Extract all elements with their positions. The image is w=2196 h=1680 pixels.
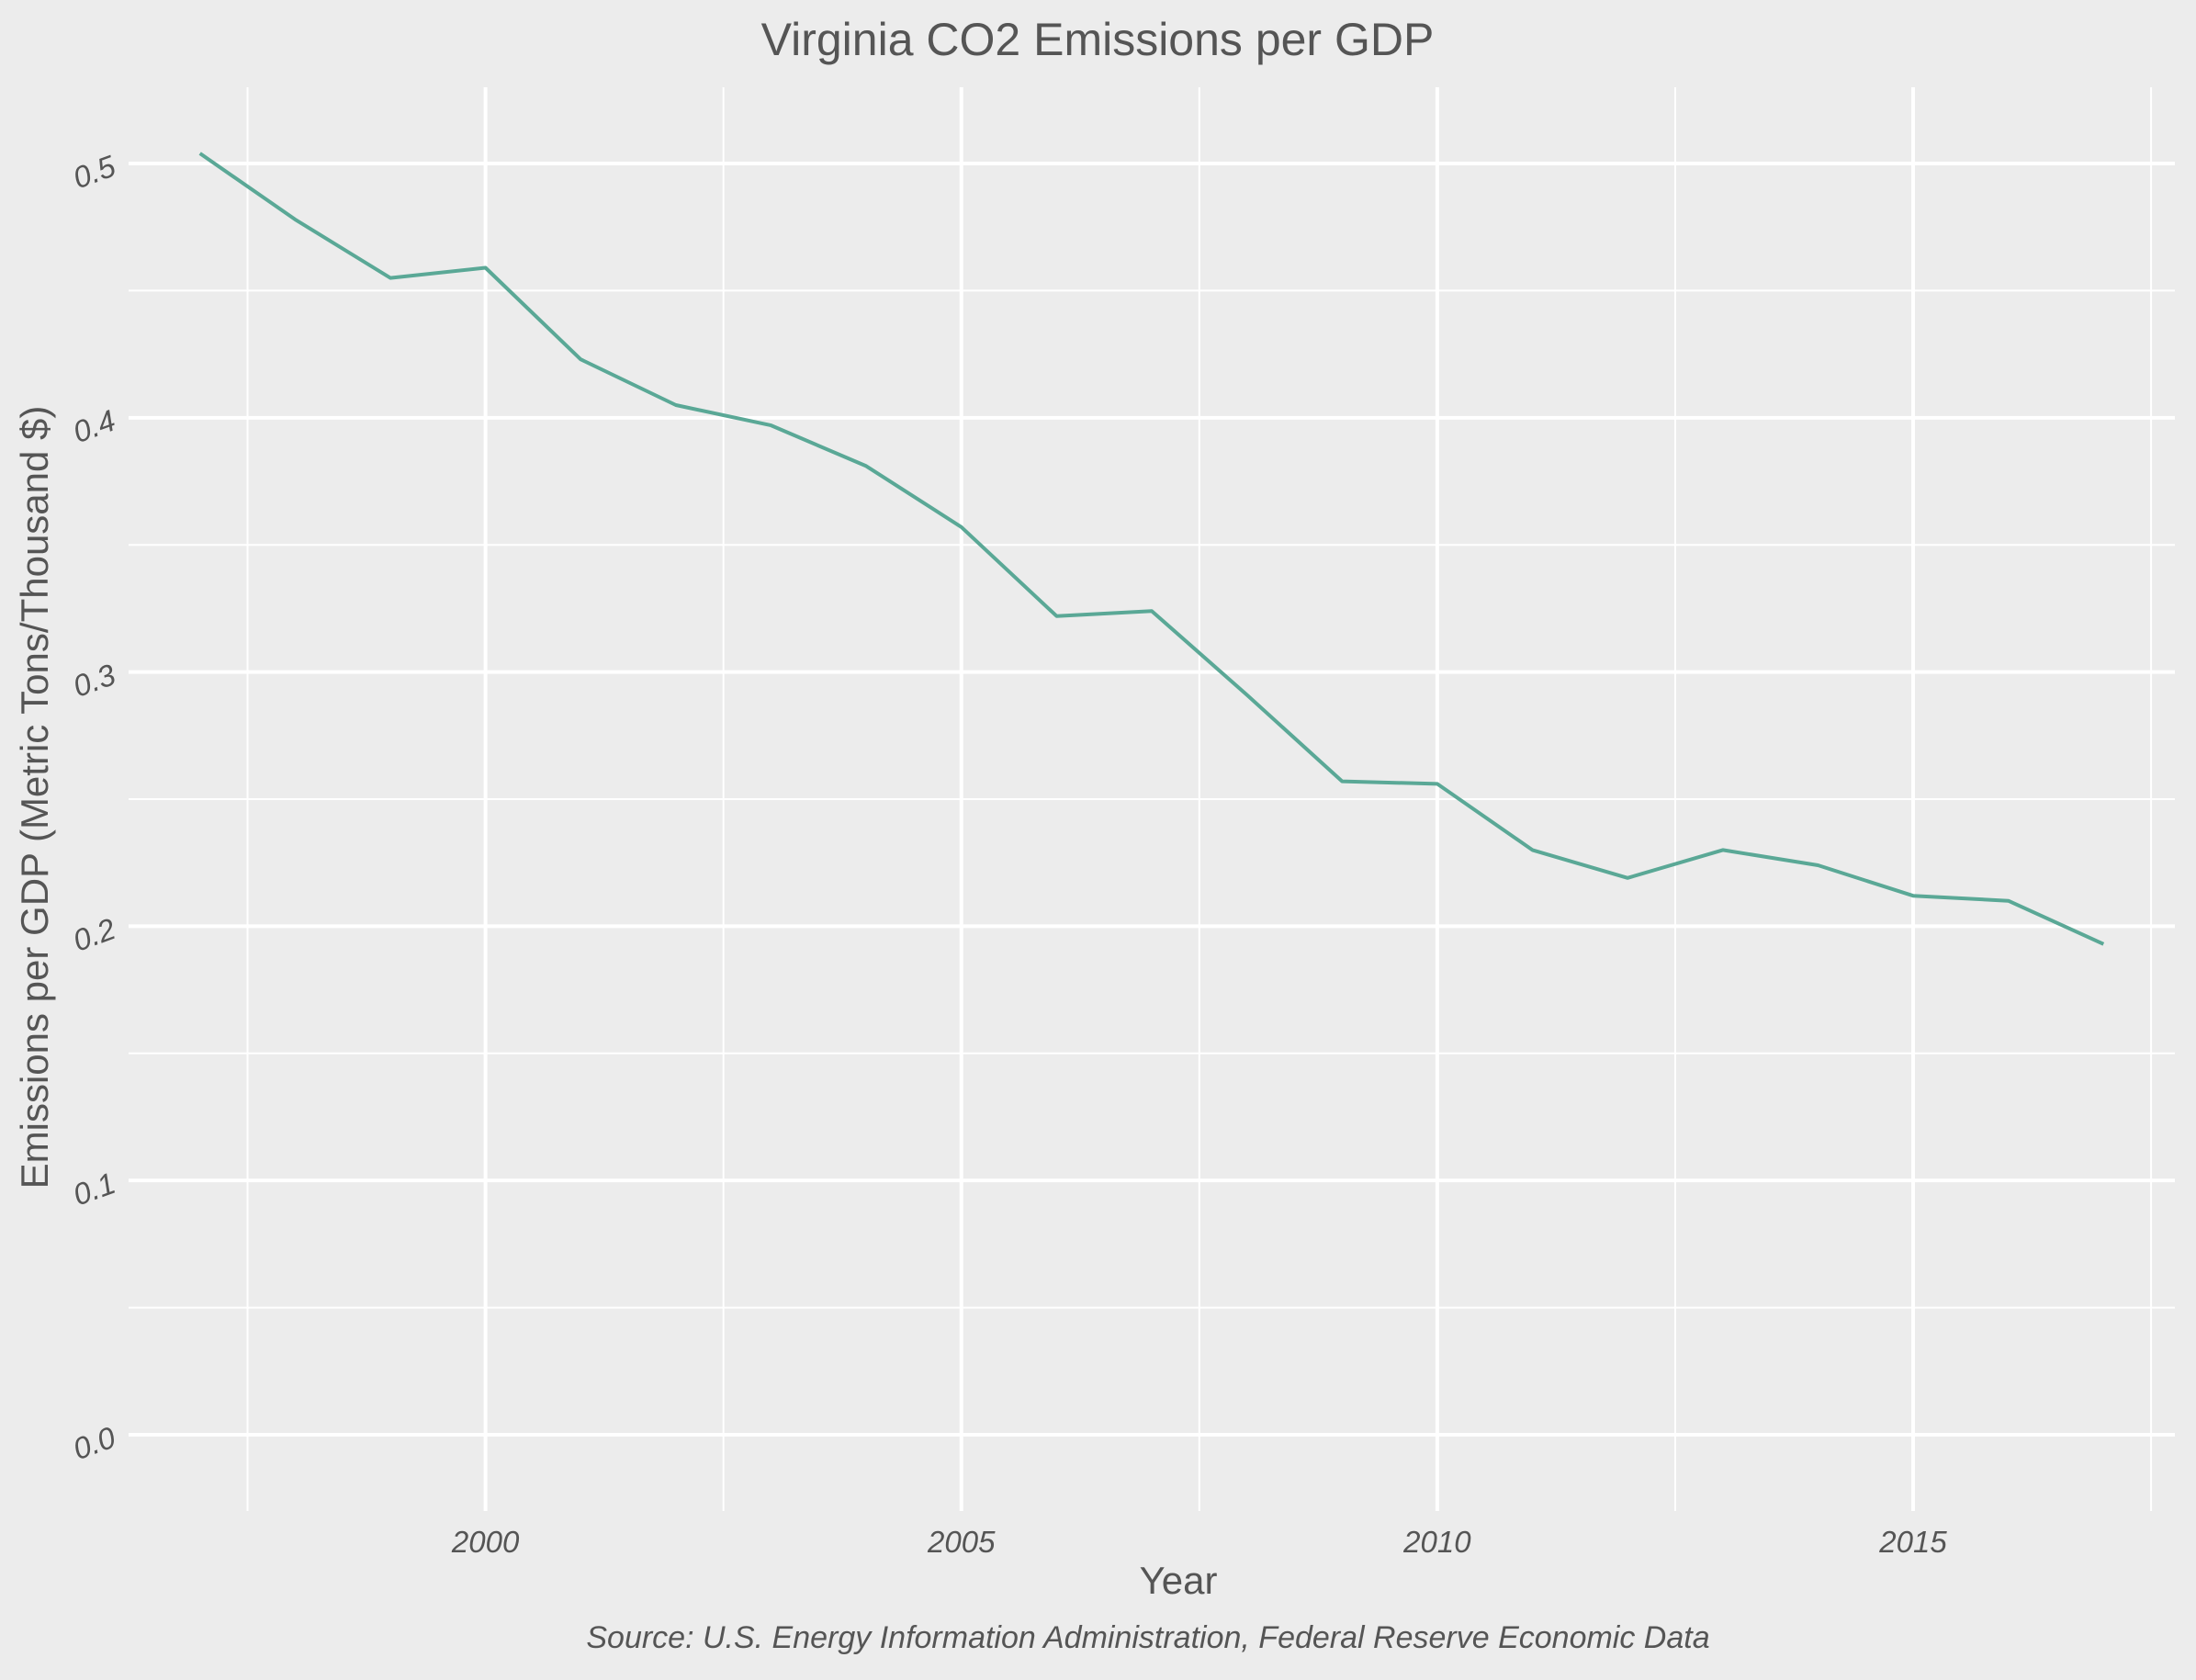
- x-tick-label: 2015: [1878, 1525, 1947, 1559]
- y-tick-label: 0.1: [69, 1166, 120, 1212]
- y-tick-label: 0.2: [69, 911, 120, 957]
- series-layer: [198, 152, 2105, 946]
- x-tick-label: 2010: [1402, 1525, 1471, 1559]
- major-gridlines: [129, 87, 2175, 1511]
- chart-title: Virginia CO2 Emissions per GDP: [761, 14, 1435, 65]
- x-tick-label: 2005: [927, 1525, 996, 1559]
- x-tick-label: 2000: [451, 1525, 520, 1559]
- x-axis-title: Year: [1140, 1559, 1218, 1602]
- y-axis-title: Emissions per GDP (Metric Tons/Thousand …: [13, 406, 56, 1190]
- minor-gridlines: [129, 87, 2175, 1511]
- y-tick-label: 0.0: [69, 1420, 120, 1467]
- y-tick-label: 0.4: [69, 403, 120, 449]
- series-line: [198, 152, 2105, 946]
- y-tick-label: 0.3: [69, 657, 120, 704]
- y-tick-labels: 0.0 0.1 0.2 0.3 0.4 0.5: [69, 149, 120, 1467]
- y-tick-label: 0.5: [69, 149, 120, 196]
- source-caption: Source: U.S. Energy Information Administ…: [586, 1620, 1709, 1655]
- x-tick-labels: 2000 2005 2010 2015: [451, 1525, 1947, 1559]
